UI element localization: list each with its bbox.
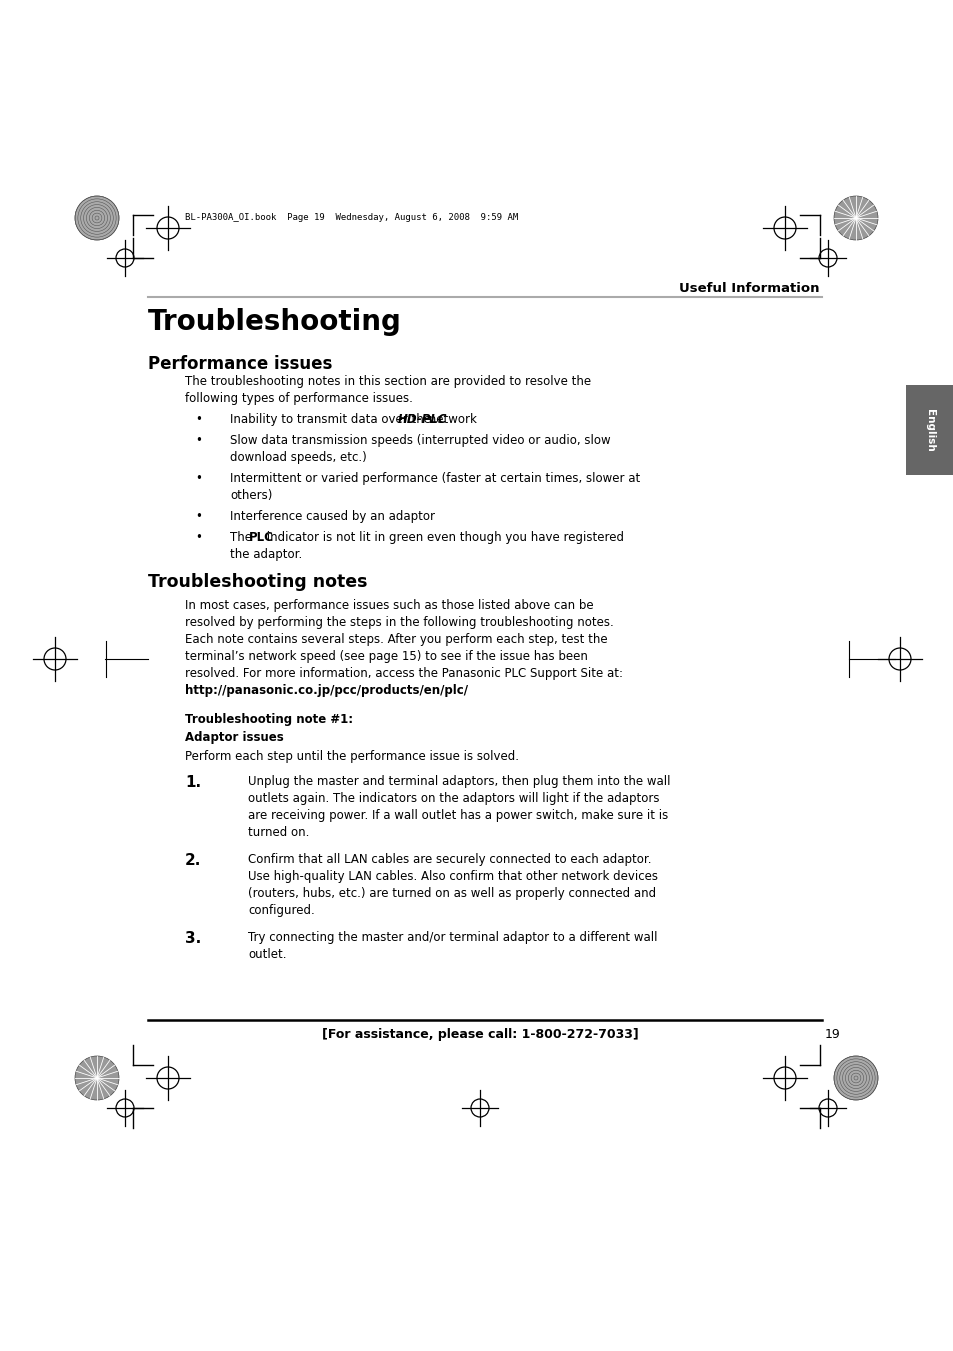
Text: 1.: 1. — [185, 775, 201, 790]
Text: resolved by performing the steps in the following troubleshooting notes.: resolved by performing the steps in the … — [185, 616, 613, 630]
Circle shape — [833, 1056, 877, 1100]
Text: terminal’s network speed (see page 15) to see if the issue has been: terminal’s network speed (see page 15) t… — [185, 650, 587, 663]
Text: 19: 19 — [824, 1028, 840, 1042]
Text: •: • — [194, 531, 202, 544]
Text: Slow data transmission speeds (interrupted video or audio, slow: Slow data transmission speeds (interrupt… — [230, 434, 610, 447]
Text: Perform each step until the performance issue is solved.: Perform each step until the performance … — [185, 750, 518, 763]
Text: The: The — [230, 531, 255, 544]
Text: •: • — [194, 471, 202, 485]
Text: Confirm that all LAN cables are securely connected to each adaptor.: Confirm that all LAN cables are securely… — [248, 852, 651, 866]
Text: Useful Information: Useful Information — [679, 282, 820, 295]
Text: •: • — [194, 413, 202, 426]
Text: Try connecting the master and/or terminal adaptor to a different wall: Try connecting the master and/or termina… — [248, 931, 657, 944]
Text: Troubleshooting: Troubleshooting — [148, 308, 401, 336]
Text: others): others) — [230, 489, 273, 503]
Text: http://panasonic.co.jp/pcc/products/en/plc/: http://panasonic.co.jp/pcc/products/en/p… — [185, 684, 468, 697]
Text: indicator is not lit in green even though you have registered: indicator is not lit in green even thoug… — [262, 531, 623, 544]
Text: Troubleshooting note #1:: Troubleshooting note #1: — [185, 713, 353, 725]
Text: HD-PLC: HD-PLC — [397, 413, 446, 426]
Text: outlet.: outlet. — [248, 948, 286, 961]
Text: PLC: PLC — [249, 531, 274, 544]
Text: Inability to transmit data over the: Inability to transmit data over the — [230, 413, 435, 426]
Text: Troubleshooting notes: Troubleshooting notes — [148, 573, 367, 590]
Text: network: network — [425, 413, 476, 426]
Circle shape — [75, 1056, 119, 1100]
Text: Adaptor issues: Adaptor issues — [185, 731, 283, 744]
Text: Intermittent or varied performance (faster at certain times, slower at: Intermittent or varied performance (fast… — [230, 471, 639, 485]
Text: 3.: 3. — [185, 931, 201, 946]
Text: •: • — [194, 434, 202, 447]
Text: Performance issues: Performance issues — [148, 355, 332, 373]
Text: Unplug the master and terminal adaptors, then plug them into the wall: Unplug the master and terminal adaptors,… — [248, 775, 670, 788]
Text: Interference caused by an adaptor: Interference caused by an adaptor — [230, 509, 435, 523]
Text: (routers, hubs, etc.) are turned on as well as properly connected and: (routers, hubs, etc.) are turned on as w… — [248, 888, 656, 900]
Text: In most cases, performance issues such as those listed above can be: In most cases, performance issues such a… — [185, 598, 593, 612]
Text: are receiving power. If a wall outlet has a power switch, make sure it is: are receiving power. If a wall outlet ha… — [248, 809, 667, 821]
Text: configured.: configured. — [248, 904, 314, 917]
Text: 2.: 2. — [185, 852, 201, 867]
Text: the adaptor.: the adaptor. — [230, 549, 302, 561]
FancyBboxPatch shape — [905, 385, 953, 476]
Text: BL-PA300A_OI.book  Page 19  Wednesday, August 6, 2008  9:59 AM: BL-PA300A_OI.book Page 19 Wednesday, Aug… — [185, 213, 517, 223]
Text: •: • — [194, 509, 202, 523]
Text: Each note contains several steps. After you perform each step, test the: Each note contains several steps. After … — [185, 634, 607, 646]
Circle shape — [75, 196, 119, 240]
Text: The troubleshooting notes in this section are provided to resolve the: The troubleshooting notes in this sectio… — [185, 376, 591, 388]
Text: download speeds, etc.): download speeds, etc.) — [230, 451, 366, 463]
Text: turned on.: turned on. — [248, 825, 309, 839]
Text: following types of performance issues.: following types of performance issues. — [185, 392, 413, 405]
Text: resolved. For more information, access the Panasonic PLC Support Site at:: resolved. For more information, access t… — [185, 667, 622, 680]
Text: [For assistance, please call: 1-800-272-7033]: [For assistance, please call: 1-800-272-… — [321, 1028, 638, 1042]
Circle shape — [833, 196, 877, 240]
Text: English: English — [924, 408, 934, 451]
Text: outlets again. The indicators on the adaptors will light if the adaptors: outlets again. The indicators on the ada… — [248, 792, 659, 805]
Text: Use high-quality LAN cables. Also confirm that other network devices: Use high-quality LAN cables. Also confir… — [248, 870, 658, 884]
